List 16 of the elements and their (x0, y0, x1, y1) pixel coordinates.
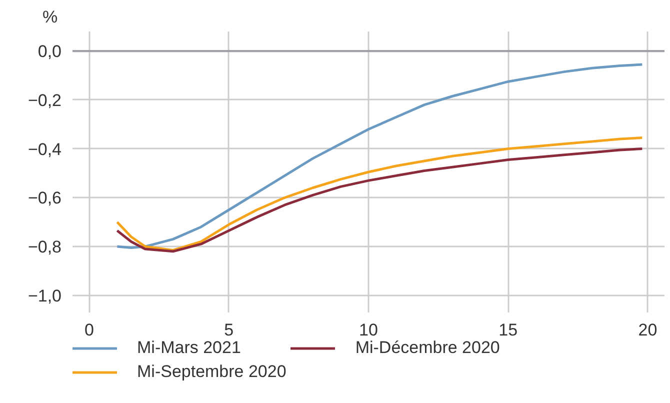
y-axis-title: % (42, 8, 58, 26)
y-tick-label: −0,8 (28, 238, 62, 257)
y-tick-label: 0,0 (38, 42, 62, 62)
y-tick-label: −0,4 (28, 140, 62, 159)
legend-label: Mi-Décembre 2020 (355, 338, 500, 358)
y-tick-label: −0,2 (28, 90, 62, 110)
x-tick-label: 15 (498, 320, 518, 340)
line-series (116, 63, 644, 249)
y-tick-label: −1,0 (28, 286, 62, 306)
x-tick-label: 20 (638, 320, 658, 340)
y-tick-label: −0,6 (28, 188, 62, 208)
x-tick-label: 5 (224, 320, 234, 340)
x-tick-label: 10 (359, 320, 378, 340)
x-tick-label: 0 (84, 320, 94, 340)
legend-label: Mi-Mars 2021 (137, 338, 241, 358)
legend-label: Mi-Septembre 2020 (137, 362, 286, 382)
